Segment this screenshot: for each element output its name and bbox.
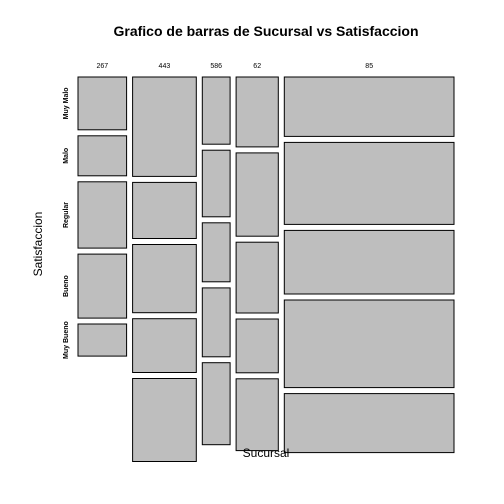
y-tick-label-bueno: Bueno xyxy=(63,275,70,297)
y-tick-label-malo: Malo xyxy=(63,148,70,164)
x-tick-label-85: 85 xyxy=(365,63,373,70)
x-tick-label-443: 443 xyxy=(159,63,171,70)
tile-586-bueno xyxy=(201,287,231,358)
tile-62-bueno xyxy=(235,318,279,374)
tile-586-muy-malo xyxy=(201,76,231,145)
y-tick-label-muy-bueno: Muy Bueno xyxy=(63,321,70,359)
tile-443-malo xyxy=(132,181,197,239)
tile-267-malo xyxy=(77,135,128,177)
tile-267-muy-bueno xyxy=(77,323,128,357)
tile-62-muy-malo xyxy=(235,76,279,148)
tile-62-muy-bueno xyxy=(235,378,279,452)
y-tick-label-regular: Regular xyxy=(63,202,70,228)
tile-586-muy-bueno xyxy=(201,362,231,446)
y-tick-labels: Muy Malo Malo Regular Bueno Muy Bueno xyxy=(63,87,70,359)
tile-267-bueno xyxy=(77,253,128,319)
chart-title: Grafico de barras de Sucursal vs Satisfa… xyxy=(113,23,418,39)
tile-267-muy-malo xyxy=(77,76,128,131)
x-tick-label-267: 267 xyxy=(96,63,108,70)
tile-443-muy-bueno xyxy=(132,378,197,462)
tile-443-regular xyxy=(132,244,197,314)
tile-62-regular xyxy=(235,241,279,314)
tile-267-regular xyxy=(77,181,128,249)
tile-85-muy-bueno xyxy=(283,393,455,454)
tile-586-regular xyxy=(201,222,231,283)
tile-85-regular xyxy=(283,229,455,295)
x-axis-label: Sucursal xyxy=(243,446,290,460)
tile-443-muy-malo xyxy=(132,76,197,177)
tile-85-muy-malo xyxy=(283,76,455,137)
tile-443-bueno xyxy=(132,318,197,374)
x-tick-label-586: 586 xyxy=(210,63,222,70)
mosaic-tiles xyxy=(77,76,455,462)
x-tick-label-62: 62 xyxy=(253,63,261,70)
y-tick-label-muy-malo: Muy Malo xyxy=(63,87,70,119)
tile-586-malo xyxy=(201,149,231,218)
tile-85-malo xyxy=(283,141,455,225)
tile-62-malo xyxy=(235,152,279,237)
x-tick-labels: 267 443 586 62 85 xyxy=(96,63,373,70)
tile-85-bueno xyxy=(283,299,455,389)
y-axis-label: Satisfaccion xyxy=(31,212,45,277)
